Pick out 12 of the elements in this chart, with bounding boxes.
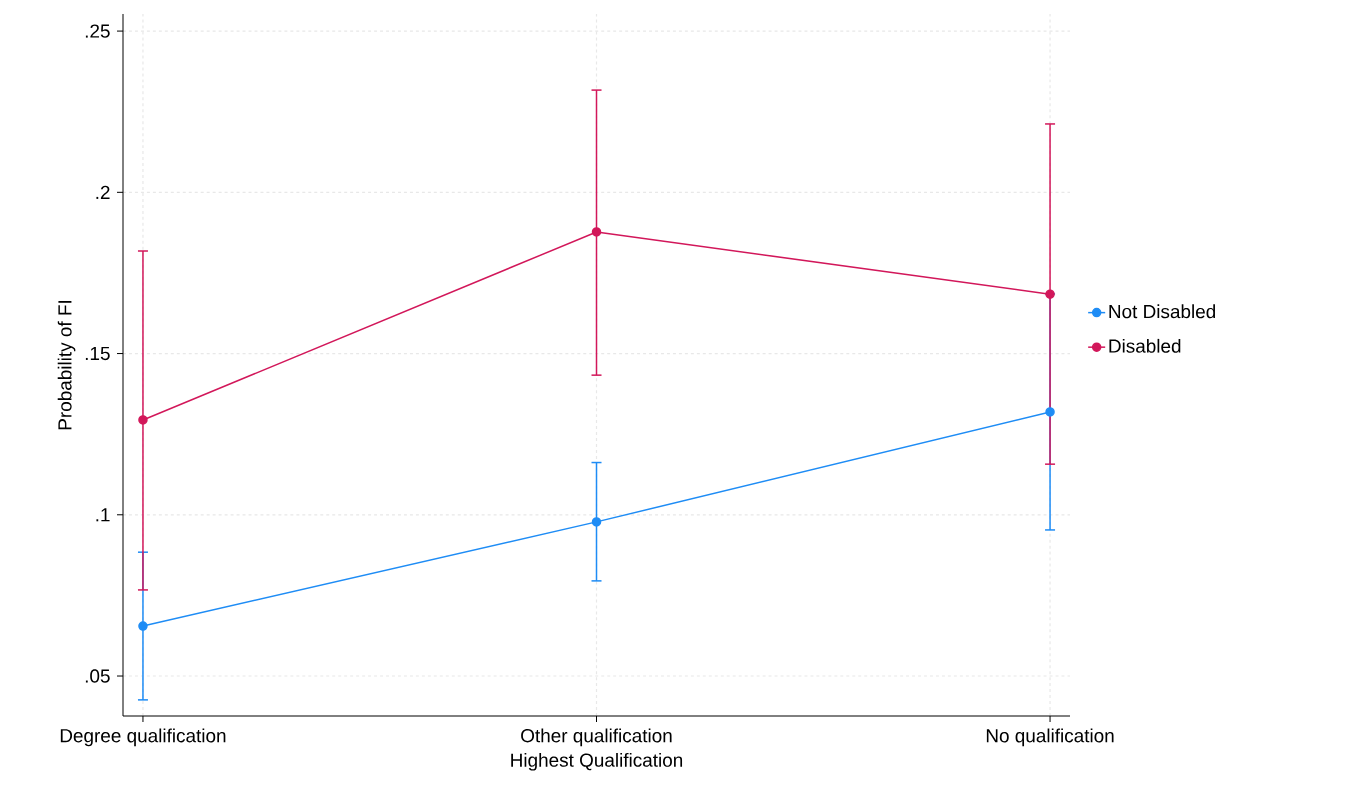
y-tick-label: .1	[96, 508, 110, 522]
x-tick-label: Degree qualification	[60, 728, 226, 747]
y-tick-label: .25	[85, 24, 110, 38]
y-tick-label: .05	[85, 669, 110, 683]
legend-label: Not Disabled	[1109, 304, 1216, 319]
y-tick-label: .2	[96, 185, 110, 199]
y-axis-title: Probability of FI	[57, 301, 76, 430]
x-tick-label: No qualification	[986, 728, 1114, 747]
x-axis-title: Highest Qualification	[511, 752, 683, 771]
legend-label: Disabled	[1109, 338, 1181, 353]
y-tick-label: .15	[85, 346, 110, 361]
x-tick-label: Other qualification	[521, 728, 672, 747]
